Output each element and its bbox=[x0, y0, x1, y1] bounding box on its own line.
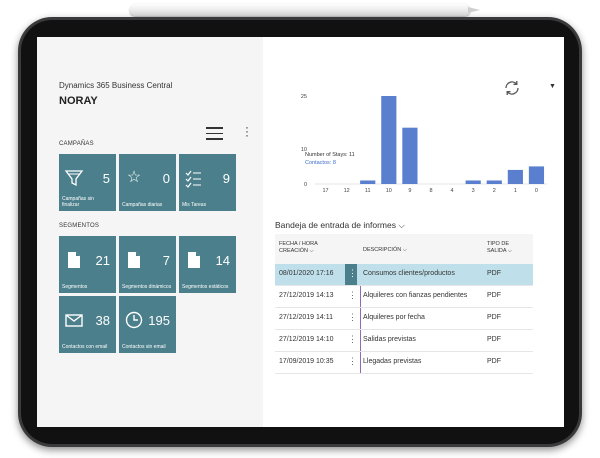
table-row[interactable]: 27/12/2019 14:10 ⋮ Salidas previstas PDF bbox=[275, 330, 533, 352]
section-campaigns: CAMPAÑAS bbox=[59, 141, 94, 147]
x-tick-label: 4 bbox=[451, 188, 454, 194]
app-screen: Dynamics 365 Business Central NORAY · · · … bbox=[37, 37, 564, 427]
row-more-icon[interactable]: ⋮ bbox=[348, 290, 357, 300]
x-tick-label: 12 bbox=[344, 188, 350, 194]
role-center-left-pane: Dynamics 365 Business Central NORAY · · · … bbox=[37, 37, 263, 427]
x-tick-label: 0 bbox=[535, 188, 538, 194]
x-tick-label: 3 bbox=[472, 188, 475, 194]
tile-contacts-without-email[interactable]: 195 Contactos sin email bbox=[119, 296, 176, 353]
tile-static-segments[interactable]: 14 Segmentos estáticos bbox=[179, 236, 236, 293]
x-tick-label: 2 bbox=[493, 188, 496, 194]
section-segments: SEGMENTOS bbox=[59, 223, 100, 229]
bar bbox=[486, 180, 502, 184]
document-icon bbox=[64, 250, 84, 270]
table-row[interactable]: 08/01/2020 17:16 ⋮ Consumos clientes/pro… bbox=[275, 264, 533, 286]
row-more-icon[interactable]: ⋮ bbox=[348, 356, 357, 366]
tile-my-tasks[interactable]: 9 Mis Tareas bbox=[179, 154, 236, 211]
column-header-date[interactable]: FECHA / HORA CREACIÓN ⌵ bbox=[279, 241, 318, 254]
tooltip-stays: Number of Stays: 11 bbox=[305, 152, 355, 158]
table-row[interactable]: 17/09/2019 10:35 ⋮ Llegadas previstas PD… bbox=[275, 352, 533, 374]
reports-inbox-title[interactable]: Bandeja de entrada de informes ⌵ bbox=[275, 220, 405, 230]
product-name: Dynamics 365 Business Central bbox=[59, 81, 173, 90]
stylus-pencil bbox=[130, 4, 480, 16]
bar bbox=[465, 180, 481, 184]
bar bbox=[402, 127, 418, 184]
row-more-icon[interactable]: ⋮ bbox=[348, 334, 357, 344]
tile-open-campaigns[interactable]: 5 Campañas sin finalizar bbox=[59, 154, 116, 211]
document-icon bbox=[124, 250, 144, 270]
x-tick-label: 17 bbox=[322, 188, 328, 194]
reports-table: FECHA / HORA CREACIÓN ⌵ DESCRIPCIÓN ⌵ TI… bbox=[275, 234, 533, 374]
row-more-icon[interactable]: ⋮ bbox=[348, 312, 357, 322]
star-icon: ☆ bbox=[126, 169, 142, 186]
tile-daily-campaigns[interactable]: ☆ 0 Campañas diarias bbox=[119, 154, 176, 211]
funnel-icon bbox=[64, 168, 84, 188]
x-tick-label: 9 bbox=[408, 188, 411, 194]
column-header-description[interactable]: DESCRIPCIÓN ⌵ bbox=[363, 247, 407, 253]
chevron-down-icon[interactable]: ▼ bbox=[549, 83, 556, 90]
y-tick-label: 0 bbox=[304, 182, 307, 188]
envelope-icon bbox=[64, 310, 84, 330]
bar bbox=[528, 166, 545, 184]
x-tick-label: 10 bbox=[386, 188, 392, 194]
x-tick-label: 8 bbox=[429, 188, 432, 194]
bar bbox=[381, 96, 397, 184]
menu-icon[interactable] bbox=[206, 127, 223, 140]
document-icon bbox=[184, 250, 204, 270]
clock-icon bbox=[124, 310, 144, 330]
x-tick-label: 1 bbox=[514, 188, 517, 194]
x-tick-label: 11 bbox=[365, 188, 371, 194]
table-row[interactable]: 27/12/2019 14:13 ⋮ Alquileres con fianza… bbox=[275, 286, 533, 308]
tooltip-contacts: Contactos: 8 bbox=[305, 160, 336, 166]
chevron-down-icon: ⌵ bbox=[395, 220, 405, 230]
y-tick-label: 25 bbox=[301, 94, 307, 100]
checklist-icon bbox=[184, 168, 204, 188]
y-tick-label: 10 bbox=[301, 147, 307, 153]
tile-segments[interactable]: 21 Segmentos bbox=[59, 236, 116, 293]
table-row[interactable]: 27/12/2019 14:11 ⋮ Alquileres por fecha … bbox=[275, 308, 533, 330]
column-header-type[interactable]: TIPO DE SALIDA ⌵ bbox=[487, 241, 512, 254]
more-options-icon[interactable]: · · · bbox=[245, 120, 249, 142]
bar bbox=[360, 180, 376, 184]
bar bbox=[507, 169, 523, 184]
tile-contacts-with-email[interactable]: 38 Contactos con email bbox=[59, 296, 116, 353]
tile-dynamic-segments[interactable]: 7 Segmentos dinámicos bbox=[119, 236, 176, 293]
table-header: FECHA / HORA CREACIÓN ⌵ DESCRIPCIÓN ⌵ TI… bbox=[275, 234, 533, 264]
row-more-icon[interactable]: ⋮ bbox=[348, 268, 357, 278]
company-name: NORAY bbox=[59, 95, 98, 107]
refresh-icon[interactable] bbox=[503, 79, 521, 100]
